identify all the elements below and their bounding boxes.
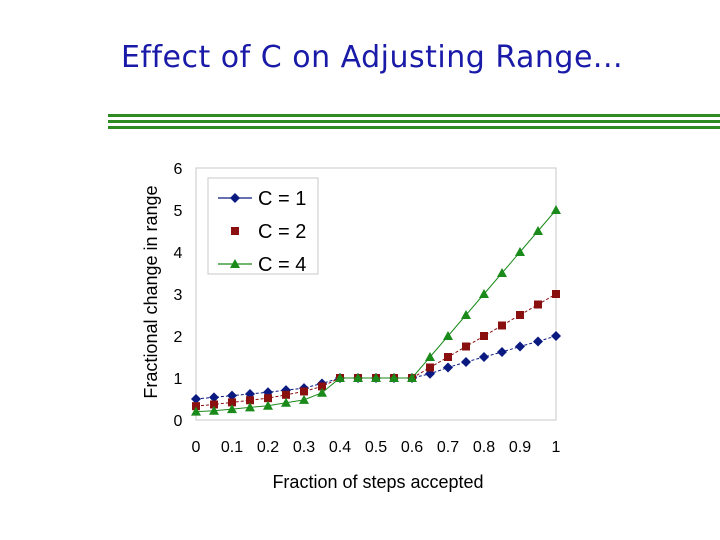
y-axis-label: Fractional change in range [141, 185, 161, 398]
data-point [318, 382, 326, 391]
data-point [227, 404, 237, 414]
title-divider-line [108, 120, 720, 123]
title-divider-line [108, 114, 720, 117]
data-point [264, 394, 272, 403]
x-tick-label: 0.8 [473, 439, 495, 456]
data-point [534, 300, 542, 309]
legend: C = 1 C = 2 C = 4 [207, 177, 319, 276]
series-lines [191, 205, 561, 416]
y-tick-label: 0 [174, 413, 183, 430]
data-point [353, 373, 363, 382]
data-point [425, 352, 435, 361]
data-point [210, 400, 218, 409]
y-tick-label: 5 [174, 203, 183, 220]
x-tick-label: 0.2 [257, 439, 279, 456]
legend-marker [231, 227, 239, 235]
y-tick-label: 6 [174, 161, 183, 178]
data-point [461, 357, 471, 368]
x-tick-label: 0.3 [293, 439, 315, 456]
data-point [461, 310, 471, 319]
data-point [497, 268, 507, 277]
data-point [552, 290, 560, 298]
data-point [443, 362, 453, 373]
data-point [246, 396, 254, 405]
data-point [426, 363, 434, 372]
x-tick-label: 0.4 [329, 439, 351, 456]
data-point [407, 373, 417, 382]
data-point [516, 311, 524, 319]
data-point [515, 247, 525, 256]
y-axis-tick-labels: 0 1 2 3 4 5 6 [174, 161, 183, 430]
data-point [191, 394, 201, 404]
series-line [195, 293, 557, 407]
data-point [389, 373, 399, 382]
slide-title: Effect of C on Adjusting Range... [120, 40, 624, 75]
legend-marker [230, 193, 240, 203]
data-point [462, 342, 470, 351]
data-point [191, 406, 201, 416]
data-point [228, 398, 236, 407]
title-divider-line [108, 126, 720, 129]
data-point [551, 205, 561, 214]
x-axis-tick-labels: 0 0.1 0.2 0.3 0.4 0.5 0.6 0.7 0.8 0.9 1 [192, 439, 561, 456]
data-point [533, 336, 543, 347]
data-point [443, 331, 453, 340]
data-point [479, 289, 489, 298]
data-point [209, 392, 219, 403]
y-tick-label: 3 [174, 287, 183, 304]
series-3 [191, 205, 561, 416]
data-point [209, 405, 219, 415]
legend-box [207, 177, 319, 275]
data-point [551, 331, 561, 341]
data-point [498, 321, 506, 330]
x-tick-label: 0.7 [437, 439, 459, 456]
y-tick-label: 2 [174, 329, 183, 346]
x-tick-label: 1 [552, 439, 561, 456]
x-tick-label: 0.1 [221, 439, 243, 456]
data-point [497, 346, 507, 357]
data-point [281, 397, 291, 407]
series-2 [192, 290, 560, 411]
legend-marker [230, 259, 240, 268]
x-tick-label: 0.6 [401, 439, 423, 456]
data-point [371, 373, 381, 382]
data-point [192, 402, 200, 411]
x-tick-label: 0 [192, 439, 201, 456]
x-axis-label: Fraction of steps accepted [272, 472, 483, 492]
x-tick-label: 0.9 [509, 439, 531, 456]
legend-label: C = 4 [258, 254, 306, 276]
y-tick-label: 4 [174, 245, 183, 262]
data-point [263, 400, 273, 410]
data-point [300, 387, 308, 396]
legend-label: C = 1 [258, 188, 306, 210]
legend-label: C = 2 [258, 221, 306, 243]
data-point [479, 352, 489, 362]
data-point [480, 332, 488, 340]
data-point [335, 373, 345, 382]
y-tick-label: 1 [174, 371, 183, 388]
data-point [444, 353, 452, 361]
data-point [533, 226, 543, 235]
data-point [245, 402, 255, 412]
data-point [299, 394, 309, 404]
data-point [282, 390, 290, 399]
data-point [317, 387, 327, 397]
data-point [227, 390, 237, 401]
data-point [515, 341, 525, 352]
x-tick-label: 0.5 [365, 439, 387, 456]
